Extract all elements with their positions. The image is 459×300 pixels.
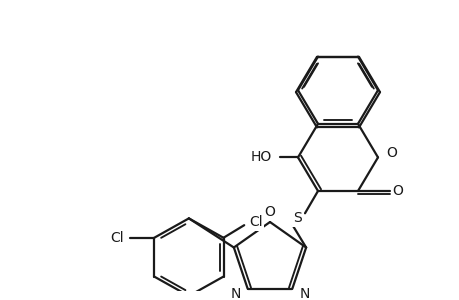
Text: O: O xyxy=(392,184,403,198)
Text: N: N xyxy=(230,286,241,300)
Text: S: S xyxy=(293,211,302,225)
Text: O: O xyxy=(386,146,397,160)
Text: HO: HO xyxy=(250,150,271,164)
Text: Cl: Cl xyxy=(110,231,124,245)
Text: N: N xyxy=(298,286,309,300)
Text: Cl: Cl xyxy=(249,215,263,229)
Text: O: O xyxy=(264,205,275,219)
